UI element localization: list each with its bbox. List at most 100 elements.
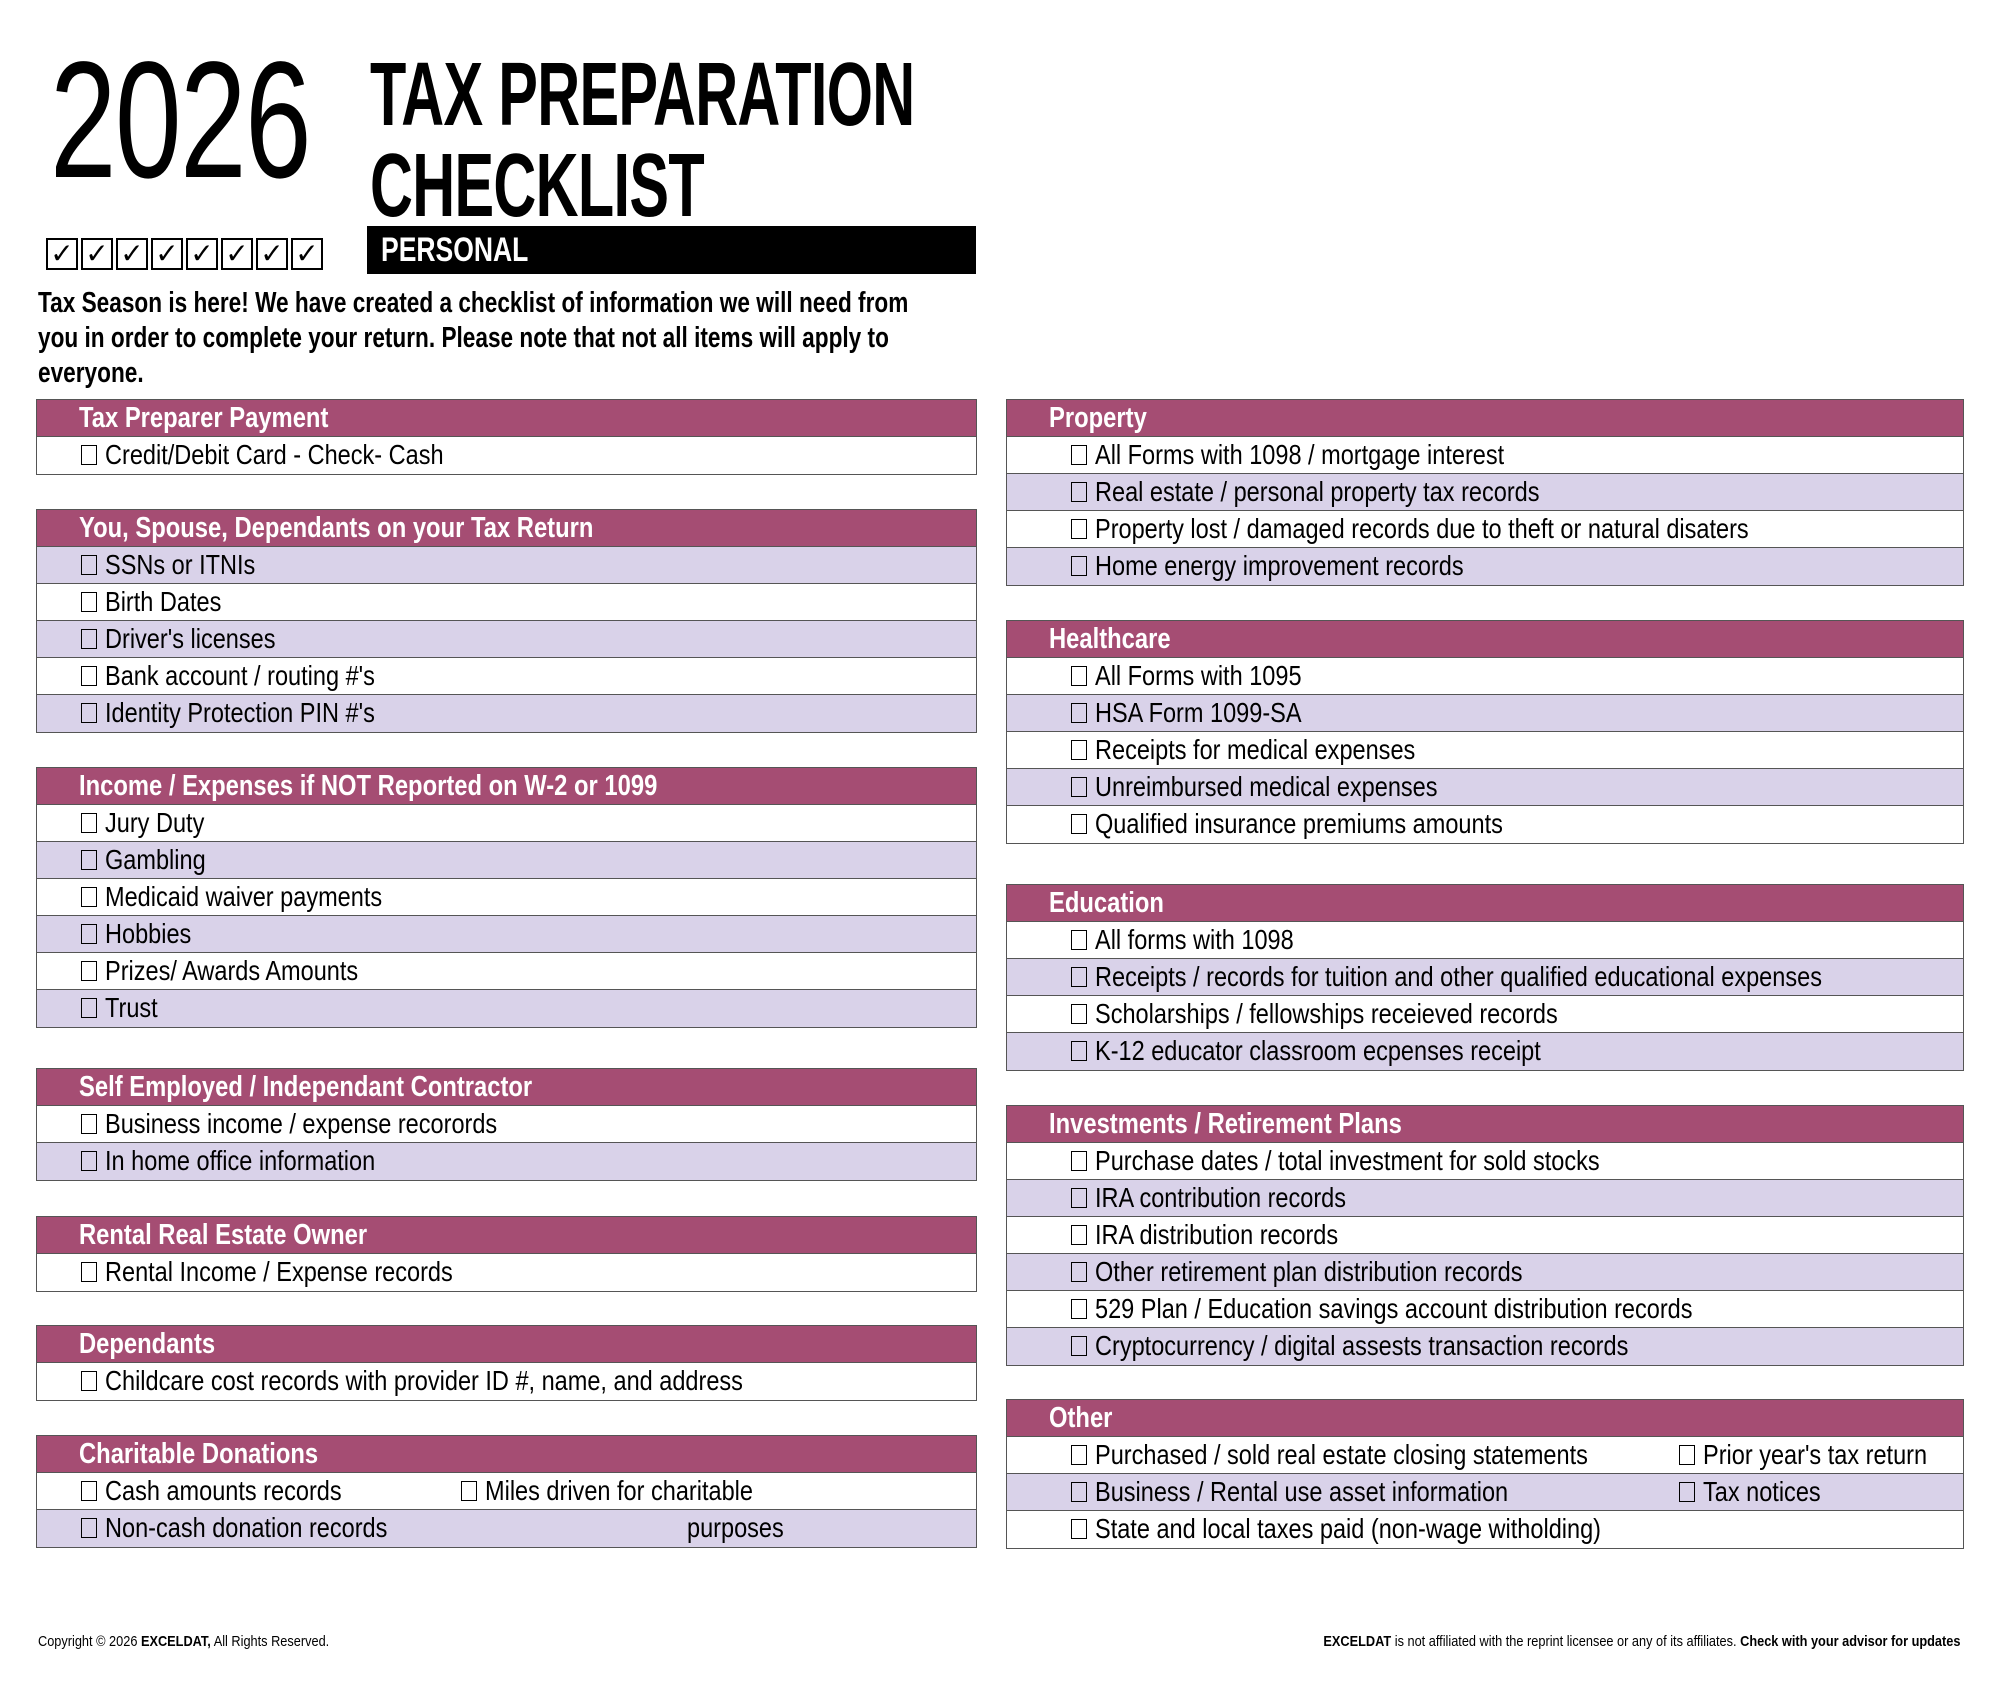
checklist-item[interactable]: All Forms with 1095 xyxy=(1071,658,1341,694)
checklist-item[interactable]: Jury Duty xyxy=(81,805,223,841)
checklist-item[interactable]: Business income / expense recorords xyxy=(81,1106,572,1142)
checklist-item[interactable]: IRA contribution records xyxy=(1071,1180,1394,1216)
checkbox-icon[interactable] xyxy=(81,703,97,723)
checklist-item[interactable]: Driver's licenses xyxy=(81,621,308,657)
checklist-item[interactable]: K-12 educator classroom ecpenses receipt xyxy=(1071,1033,1626,1069)
checklist-item[interactable]: Hobbies xyxy=(81,916,208,952)
section-title: Rental Real Estate Owner xyxy=(79,1219,368,1251)
checklist-item[interactable]: SSNs or ITNIs xyxy=(81,547,284,583)
checkbox-icon[interactable] xyxy=(81,592,97,612)
checkbox-icon[interactable] xyxy=(1071,445,1087,465)
checkbox-icon[interactable] xyxy=(1071,1445,1087,1465)
checkbox-icon[interactable] xyxy=(81,1371,97,1391)
checklist-item[interactable]: Credit/Debit Card - Check- Cash xyxy=(81,437,508,473)
checkbox-icon[interactable] xyxy=(1071,1004,1087,1024)
checklist-item-label: Miles driven for charitable xyxy=(485,1475,753,1506)
checkbox-icon[interactable] xyxy=(1071,519,1087,539)
checklist-item[interactable]: Home energy improvement records xyxy=(1071,548,1534,584)
section-header: Education xyxy=(1007,885,1963,922)
checklist-item[interactable]: Purchased / sold real estate closing sta… xyxy=(1071,1437,1682,1473)
checkbox-icon[interactable] xyxy=(461,1481,477,1501)
checkbox-icon[interactable] xyxy=(81,924,97,944)
checkbox-icon[interactable] xyxy=(1679,1482,1695,1502)
checklist-item[interactable]: Childcare cost records with provider ID … xyxy=(81,1363,864,1399)
footer-disclaimer: EXCELDAT is not affiliated with the repr… xyxy=(1323,1633,1960,1650)
checklist-item[interactable]: Prior year's tax return xyxy=(1679,1437,1970,1473)
checklist-item[interactable]: Real estate / personal property tax reco… xyxy=(1071,474,1624,510)
checklist-item[interactable]: Purchase dates / total investment for so… xyxy=(1071,1143,1696,1179)
checkbox-icon[interactable] xyxy=(1071,1225,1087,1245)
checkbox-icon[interactable] xyxy=(81,555,97,575)
checklist-row: All Forms with 1098 / mortgage interest xyxy=(1007,437,1963,474)
checkbox-icon[interactable] xyxy=(1071,1262,1087,1282)
checklist-item[interactable]: Rental Income / Expense records xyxy=(81,1254,519,1290)
checkbox-icon[interactable] xyxy=(1071,740,1087,760)
checklist-item[interactable]: Non-cash donation records xyxy=(81,1510,441,1546)
checkbox-icon[interactable] xyxy=(1071,930,1087,950)
checklist-item[interactable]: 529 Plan / Education savings account dis… xyxy=(1071,1291,1806,1327)
checklist-item[interactable]: Identity Protection PIN #'s xyxy=(81,695,426,731)
checkbox-icon[interactable] xyxy=(1071,1482,1087,1502)
checklist-item[interactable]: Receipts / records for tuition and other… xyxy=(1071,959,1960,995)
checkbox-icon[interactable] xyxy=(81,1481,97,1501)
checkbox-icon[interactable] xyxy=(81,1518,97,1538)
checkbox-icon[interactable] xyxy=(1071,1188,1087,1208)
checkbox-icon[interactable] xyxy=(1071,967,1087,987)
checklist-item[interactable]: Trust xyxy=(81,990,168,1026)
checkbox-icon[interactable] xyxy=(1071,556,1087,576)
section-header: Rental Real Estate Owner xyxy=(37,1217,976,1254)
checklist-item[interactable]: Cryptocurrency / digital assests transac… xyxy=(1071,1328,1730,1364)
checkbox-icon[interactable] xyxy=(1071,703,1087,723)
checklist-item[interactable]: Property lost / damaged records due to t… xyxy=(1071,511,1873,547)
checklist-row: Unreimbursed medical expenses xyxy=(1007,769,1963,806)
checklist-row: K-12 educator classroom ecpenses receipt xyxy=(1007,1033,1963,1070)
checkbox-icon[interactable] xyxy=(1071,1519,1087,1539)
checklist-item[interactable]: Tax notices xyxy=(1679,1474,1843,1510)
checklist-item[interactable]: All Forms with 1098 / mortgage interest xyxy=(1071,437,1582,473)
checkbox-icon[interactable] xyxy=(81,666,97,686)
checklist-item[interactable]: State and local taxes paid (non-wage wit… xyxy=(1071,1511,1697,1547)
checkbox-icon[interactable] xyxy=(81,1114,97,1134)
checklist-item-label: Trust xyxy=(105,992,158,1023)
checklist-item[interactable]: IRA distribution records xyxy=(1071,1217,1384,1253)
checklist-item[interactable]: Unreimbursed medical expenses xyxy=(1071,769,1503,805)
section-header: Self Employed / Independant Contractor xyxy=(37,1069,976,1106)
checklist-item[interactable]: Receipts for medical expenses xyxy=(1071,732,1476,768)
section-header: Dependants xyxy=(37,1326,976,1363)
checked-box-icon: ✓ xyxy=(186,238,218,270)
checkbox-icon[interactable] xyxy=(81,998,97,1018)
checklist-row: Credit/Debit Card - Check- Cash xyxy=(37,437,976,474)
checkbox-icon[interactable] xyxy=(1071,777,1087,797)
checklist-item[interactable]: Cash amounts records xyxy=(81,1473,387,1509)
checkbox-icon[interactable] xyxy=(81,1151,97,1171)
checkbox-icon[interactable] xyxy=(81,629,97,649)
checkbox-icon[interactable] xyxy=(1071,482,1087,502)
checklist-item[interactable]: HSA Form 1099-SA xyxy=(1071,695,1341,731)
checklist-item[interactable]: Scholarships / fellowships receieved rec… xyxy=(1071,996,1646,1032)
checklist-item[interactable]: In home office information xyxy=(81,1143,427,1179)
checklist-item[interactable]: Miles driven for charitable xyxy=(461,1473,804,1509)
checklist-item[interactable]: Birth Dates xyxy=(81,584,244,620)
checkbox-icon[interactable] xyxy=(1071,1299,1087,1319)
checklist-item[interactable]: Prizes/ Awards Amounts xyxy=(81,953,406,989)
checkbox-icon[interactable] xyxy=(1679,1445,1695,1465)
checkbox-icon[interactable] xyxy=(81,850,97,870)
checkbox-icon[interactable] xyxy=(1071,666,1087,686)
checklist-item-label: All Forms with 1098 / mortgage interest xyxy=(1095,439,1505,470)
checklist-item[interactable]: Medicaid waiver payments xyxy=(81,879,435,915)
checklist-item[interactable]: All forms with 1098 xyxy=(1071,922,1332,958)
checkbox-icon[interactable] xyxy=(1071,1041,1087,1061)
checklist-item[interactable]: Other retirement plan distribution recor… xyxy=(1071,1254,1604,1290)
checkbox-icon[interactable] xyxy=(81,961,97,981)
checkbox-icon[interactable] xyxy=(81,813,97,833)
checklist-item[interactable]: Qualified insurance premiums amounts xyxy=(1071,806,1581,842)
checkbox-icon[interactable] xyxy=(1071,814,1087,834)
checkbox-icon[interactable] xyxy=(81,445,97,465)
checkbox-icon[interactable] xyxy=(1071,1336,1087,1356)
checklist-item[interactable]: Gambling xyxy=(81,842,225,878)
checkbox-icon[interactable] xyxy=(1071,1151,1087,1171)
checklist-item[interactable]: Bank account / routing #'s xyxy=(81,658,426,694)
checkbox-icon[interactable] xyxy=(81,887,97,907)
checkbox-icon[interactable] xyxy=(81,1262,97,1282)
checklist-item[interactable]: Business / Rental use asset information xyxy=(1071,1474,1587,1510)
